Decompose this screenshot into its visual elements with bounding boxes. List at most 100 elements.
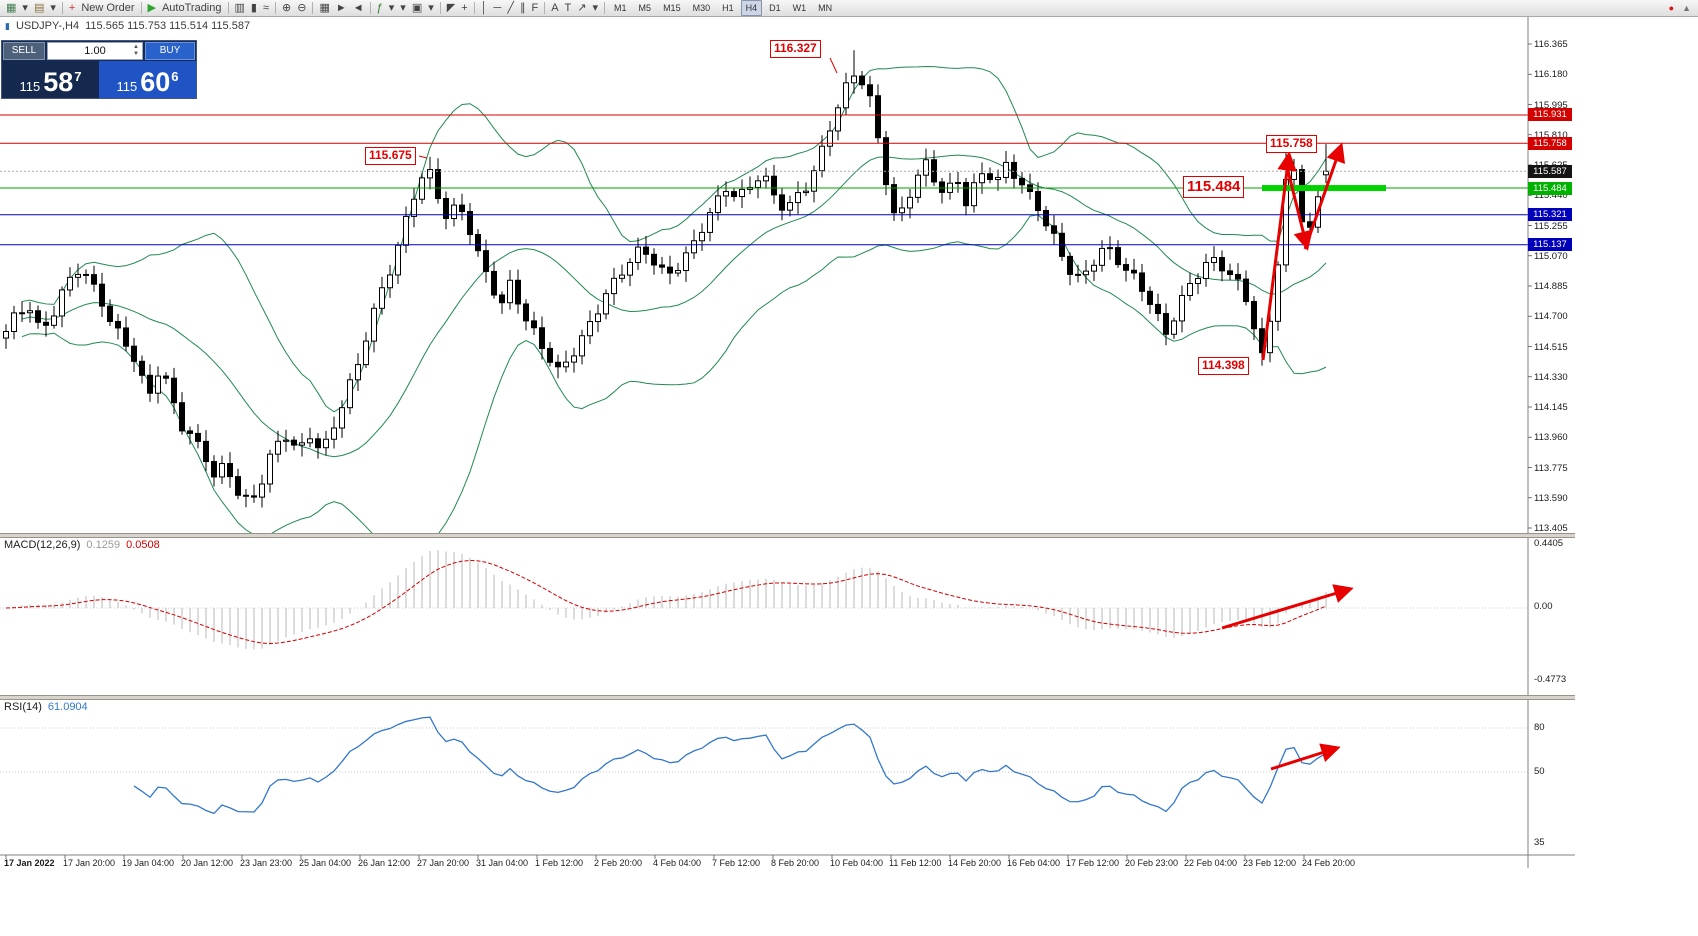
chart-type-icon: ▮	[5, 20, 10, 31]
bar-chart-icon[interactable]: ▥	[232, 1, 248, 16]
timeframe-mn[interactable]: MN	[818, 3, 833, 13]
macd-label: MACD(12,26,9)	[4, 539, 81, 551]
price-axis-tick: 115.440	[1534, 190, 1568, 202]
periods-dropdown-icon: ▾	[400, 1, 406, 14]
toolbar-separator	[312, 2, 314, 14]
sell-price-prefix: 115	[19, 79, 41, 94]
notification-icon[interactable]: ●	[1668, 3, 1675, 13]
templates-dropdown-icon[interactable]: ▾	[425, 1, 437, 16]
new-order-button[interactable]: New Order	[78, 1, 137, 16]
price-marker-115.484: 115.484	[1528, 181, 1572, 195]
price-marker-115.931: 115.931	[1528, 108, 1572, 122]
new-chart-icon[interactable]: ▦	[3, 1, 19, 16]
price-axis-tick: 115.995	[1534, 99, 1568, 111]
tile-windows-icon[interactable]: ▦	[316, 1, 332, 16]
autotrading-icon[interactable]: ▶	[145, 1, 159, 16]
label-icon[interactable]: T	[562, 1, 575, 16]
timeframe-d1[interactable]: D1	[769, 3, 781, 13]
line-chart-icon[interactable]: ≈	[260, 1, 272, 16]
crosshair-icon[interactable]: +	[458, 1, 470, 16]
periods-dropdown-icon[interactable]: ▾	[397, 1, 409, 16]
fibonacci-icon[interactable]: F	[528, 1, 541, 16]
rsi-value: 61.0904	[47, 701, 88, 713]
toolbar-overflow-icon[interactable]: ▲	[1682, 3, 1691, 13]
new-order-button-label: New Order	[81, 2, 135, 14]
time-axis-label: 11 Feb 12:00	[889, 858, 942, 868]
templates-dropdown-icon: ▾	[428, 1, 434, 14]
arrow-objects-icon[interactable]: ↗	[574, 1, 589, 16]
profiles-dropdown-icon[interactable]: ▾	[47, 1, 59, 16]
channel-icon[interactable]: ∥	[517, 1, 529, 16]
volume-up-icon[interactable]: ▲	[133, 44, 139, 50]
zoom-in-icon[interactable]: ⊕	[279, 1, 294, 16]
time-axis-label: 17 Jan 20:00	[63, 858, 116, 868]
timeframe-h1[interactable]: H1	[722, 3, 734, 13]
time-axis-label: 14 Feb 20:00	[948, 858, 1002, 868]
channel-icon: ∥	[519, 1, 526, 14]
new-order-icon[interactable]: +	[66, 1, 78, 16]
chart-shift-icon[interactable]: ◄	[350, 1, 367, 16]
text-icon[interactable]: A	[548, 1, 561, 16]
timeframe-m5[interactable]: M5	[638, 3, 652, 13]
new-chart-icon: ▦	[6, 1, 17, 14]
price-label-annotation[interactable]: 115.675	[365, 147, 416, 165]
auto-scroll-icon[interactable]: ►	[333, 1, 350, 16]
chart-title: ▮ USDJPY-,H4 115.565 115.753 115.514 115…	[5, 20, 250, 32]
timeframe-m15[interactable]: M15	[663, 3, 681, 13]
timeframe-h4[interactable]: H4	[740, 0, 763, 16]
buy-button[interactable]: BUY	[145, 42, 195, 60]
timeframe-m1[interactable]: M1	[614, 3, 627, 13]
vertical-line-icon: │	[480, 1, 488, 14]
price-marker-115.587: 115.587	[1528, 164, 1572, 178]
cursor-icon[interactable]: ◤	[444, 1, 458, 16]
sell-button[interactable]: SELL	[3, 42, 45, 60]
price-axis-tick: 115.255	[1534, 220, 1568, 232]
buy-price-quote[interactable]: 115 60 6	[99, 61, 196, 98]
new-order-icon: +	[68, 1, 76, 14]
horizontal-line-icon[interactable]: ─	[491, 1, 505, 16]
arrow-objects-dropdown-icon[interactable]: ▾	[590, 1, 602, 16]
macd-header: MACD(12,26,9) 0.1259 0.0508	[4, 539, 160, 551]
volume-input[interactable]: 1.00 ▲ ▼	[47, 42, 143, 60]
profiles-icon[interactable]: ▤	[31, 1, 47, 16]
timeframe-w1[interactable]: W1	[792, 3, 807, 13]
toolbar-separator	[140, 2, 142, 14]
chart-shift-icon: ◄	[352, 1, 364, 14]
sell-price-quote[interactable]: 115 58 7	[2, 61, 99, 98]
time-axis-label: 20 Jan 12:00	[181, 858, 234, 868]
macd-panel-separator[interactable]	[0, 533, 1575, 538]
bar-chart-icon: ▥	[234, 1, 245, 14]
price-label-annotation[interactable]: 114.398	[1198, 357, 1249, 375]
toolbar-separator	[473, 2, 475, 14]
autotrading-button[interactable]: AutoTrading	[159, 1, 225, 16]
candlestick-chart-icon[interactable]: ▮	[248, 1, 260, 16]
trendline-icon[interactable]: ╱	[504, 1, 517, 16]
price-axis-tick: 113.775	[1534, 462, 1568, 474]
time-axis-label: 10 Feb 04:00	[830, 858, 884, 868]
rsi-panel-separator[interactable]	[0, 695, 1575, 700]
time-axis-label: 25 Jan 04:00	[299, 858, 352, 868]
price-axis-tick: 114.700	[1534, 311, 1568, 323]
price-label-annotation[interactable]: 115.484	[1183, 176, 1245, 198]
price-axis-tick: 114.145	[1534, 402, 1568, 413]
sell-price-big: 58	[43, 67, 74, 97]
vertical-line-icon[interactable]: │	[478, 1, 491, 16]
time-axis-label: 24 Feb 20:00	[1302, 858, 1356, 868]
zoom-out-icon[interactable]: ⊖	[294, 1, 309, 16]
volume-down-icon[interactable]: ▼	[133, 51, 139, 57]
macd-axis-tick: -0.4773	[1534, 674, 1567, 685]
templates-icon[interactable]: ▣	[409, 1, 425, 16]
auto-scroll-icon: ►	[335, 1, 347, 14]
time-axis-label: 1 Feb 12:00	[535, 858, 584, 868]
zoom-out-icon: ⊖	[297, 1, 307, 14]
new-chart-dropdown-icon[interactable]: ▾	[19, 1, 31, 16]
price-label-annotation[interactable]: 116.327	[770, 40, 821, 58]
timeframe-m30[interactable]: M30	[692, 3, 711, 13]
indicators-icon[interactable]: ƒ	[374, 1, 386, 16]
trendline-icon: ╱	[507, 1, 514, 14]
indicators-dropdown-icon[interactable]: ▾	[386, 1, 398, 16]
time-axis-label: 17 Feb 12:00	[1066, 858, 1120, 868]
price-label-annotation[interactable]: 115.758	[1266, 135, 1317, 153]
